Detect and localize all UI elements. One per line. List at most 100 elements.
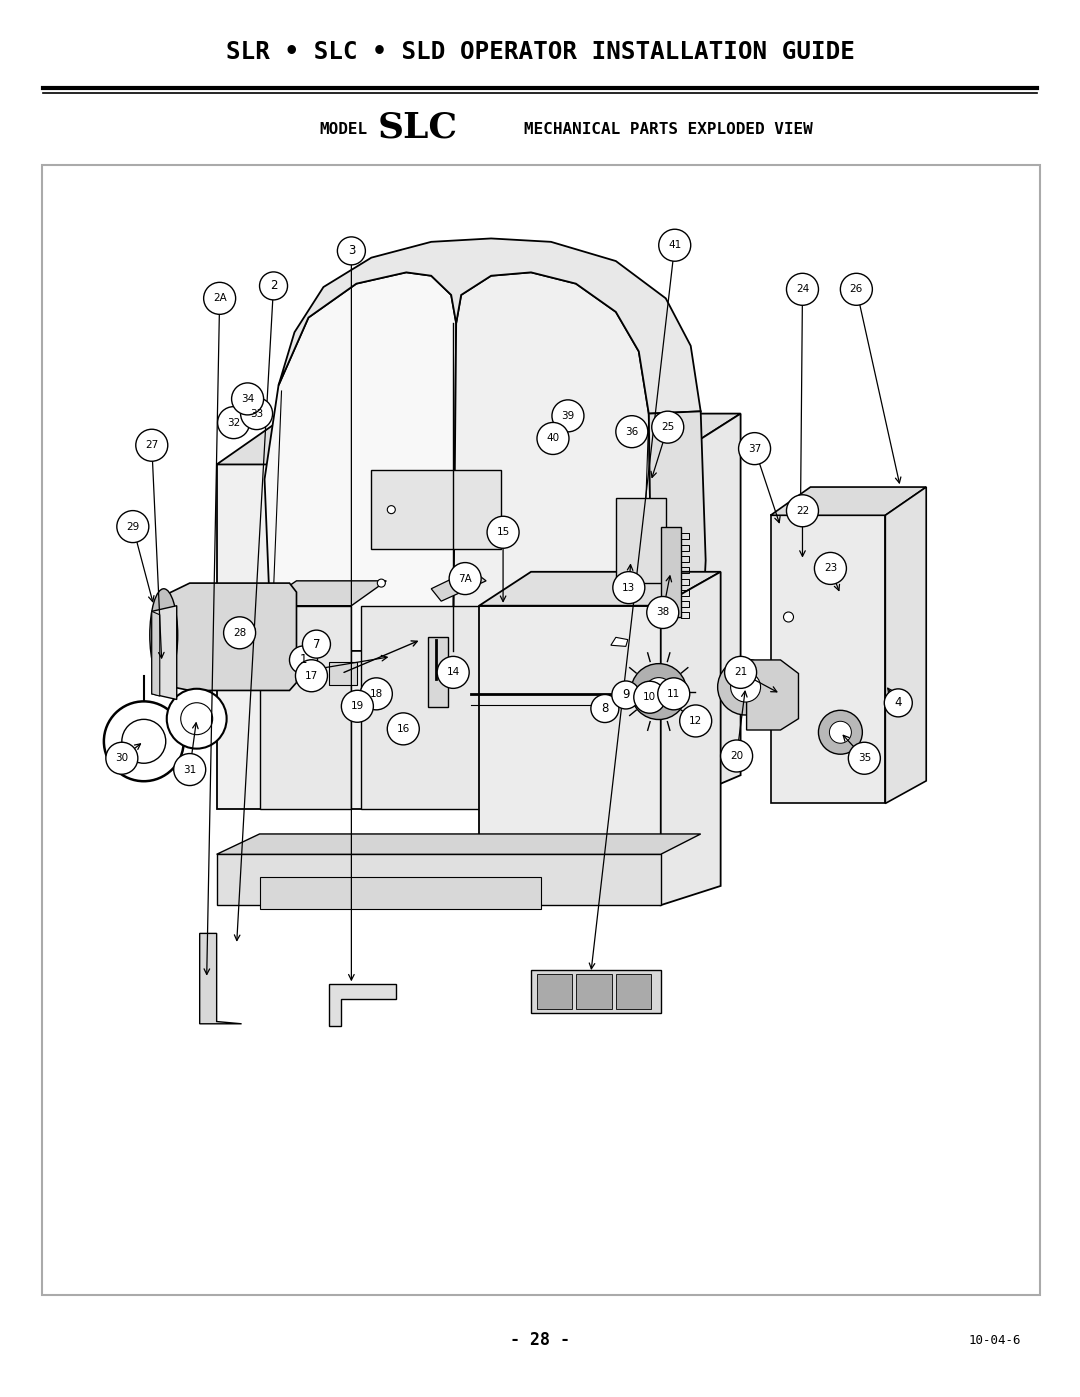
Polygon shape xyxy=(746,659,798,731)
Text: 38: 38 xyxy=(657,608,670,617)
Text: 36: 36 xyxy=(625,426,638,437)
Polygon shape xyxy=(480,571,720,606)
Circle shape xyxy=(786,495,819,527)
Text: 18: 18 xyxy=(369,689,383,698)
Text: 20: 20 xyxy=(730,752,743,761)
Text: SLR • SLC • SLD OPERATOR INSTALLATION GUIDE: SLR • SLC • SLD OPERATOR INSTALLATION GU… xyxy=(226,41,854,64)
Circle shape xyxy=(647,597,678,629)
Bar xyxy=(577,974,611,1009)
Circle shape xyxy=(591,694,619,722)
Text: 39: 39 xyxy=(562,411,575,420)
Circle shape xyxy=(104,701,184,781)
Text: 7A: 7A xyxy=(458,574,472,584)
Circle shape xyxy=(840,274,873,306)
Polygon shape xyxy=(265,272,456,651)
Bar xyxy=(531,970,661,1013)
Polygon shape xyxy=(217,834,701,855)
Circle shape xyxy=(651,411,684,443)
Text: 1: 1 xyxy=(300,654,307,666)
Polygon shape xyxy=(454,272,651,651)
Text: 14: 14 xyxy=(446,668,460,678)
Text: 33: 33 xyxy=(249,408,264,419)
Circle shape xyxy=(289,645,318,673)
Bar xyxy=(616,974,651,1009)
Polygon shape xyxy=(162,583,297,690)
Text: 31: 31 xyxy=(184,764,197,774)
Polygon shape xyxy=(886,488,927,803)
Circle shape xyxy=(204,282,235,314)
Circle shape xyxy=(612,680,639,708)
Polygon shape xyxy=(217,414,741,464)
Text: 2A: 2A xyxy=(213,293,227,303)
Polygon shape xyxy=(259,877,541,908)
Text: 13: 13 xyxy=(622,583,635,592)
Circle shape xyxy=(106,742,138,774)
Polygon shape xyxy=(217,855,661,905)
Circle shape xyxy=(337,237,365,265)
Polygon shape xyxy=(661,414,741,809)
Polygon shape xyxy=(279,239,701,414)
Circle shape xyxy=(231,383,264,415)
Text: MODEL: MODEL xyxy=(319,123,367,137)
Polygon shape xyxy=(480,606,661,905)
Circle shape xyxy=(361,678,392,710)
Circle shape xyxy=(616,416,648,447)
Circle shape xyxy=(612,571,645,604)
Text: 41: 41 xyxy=(669,240,681,250)
Circle shape xyxy=(241,398,272,430)
Circle shape xyxy=(645,678,673,705)
Text: 30: 30 xyxy=(116,753,129,763)
Text: 7: 7 xyxy=(313,637,320,651)
Text: SLC: SLC xyxy=(378,110,458,145)
Polygon shape xyxy=(611,637,627,647)
Text: 8: 8 xyxy=(602,703,608,715)
Circle shape xyxy=(739,433,770,465)
Circle shape xyxy=(537,422,569,454)
Ellipse shape xyxy=(150,588,178,682)
Text: 9: 9 xyxy=(622,689,630,701)
Text: 28: 28 xyxy=(233,627,246,638)
Polygon shape xyxy=(372,471,501,549)
Text: 17: 17 xyxy=(305,671,319,680)
Polygon shape xyxy=(329,662,357,685)
Polygon shape xyxy=(770,515,886,803)
Circle shape xyxy=(720,740,753,773)
Circle shape xyxy=(717,659,773,715)
Polygon shape xyxy=(429,637,448,707)
Circle shape xyxy=(449,563,482,595)
Text: 34: 34 xyxy=(241,394,254,404)
Circle shape xyxy=(783,612,794,622)
Text: 15: 15 xyxy=(497,527,510,538)
Text: 3: 3 xyxy=(348,244,355,257)
Polygon shape xyxy=(152,606,177,700)
Circle shape xyxy=(388,712,419,745)
Circle shape xyxy=(437,657,469,689)
Circle shape xyxy=(302,630,330,658)
Polygon shape xyxy=(616,499,665,583)
Circle shape xyxy=(829,721,851,743)
Text: 26: 26 xyxy=(850,285,863,295)
Polygon shape xyxy=(661,527,680,617)
Circle shape xyxy=(341,690,374,722)
Circle shape xyxy=(658,678,690,710)
Polygon shape xyxy=(259,606,351,809)
Text: 16: 16 xyxy=(396,724,410,733)
Text: 40: 40 xyxy=(546,433,559,443)
Text: 21: 21 xyxy=(734,668,747,678)
Text: 24: 24 xyxy=(796,285,809,295)
Text: 22: 22 xyxy=(796,506,809,515)
Circle shape xyxy=(259,272,287,300)
Text: 10-04-6: 10-04-6 xyxy=(968,1334,1021,1347)
Circle shape xyxy=(679,705,712,738)
Text: 27: 27 xyxy=(145,440,159,450)
Circle shape xyxy=(725,657,757,689)
Polygon shape xyxy=(640,411,705,662)
Circle shape xyxy=(388,506,395,514)
Text: 35: 35 xyxy=(858,753,870,763)
Polygon shape xyxy=(217,464,661,809)
Circle shape xyxy=(659,229,691,261)
Text: 23: 23 xyxy=(824,563,837,573)
Bar xyxy=(537,974,572,1009)
Circle shape xyxy=(217,407,249,439)
Polygon shape xyxy=(431,570,486,601)
